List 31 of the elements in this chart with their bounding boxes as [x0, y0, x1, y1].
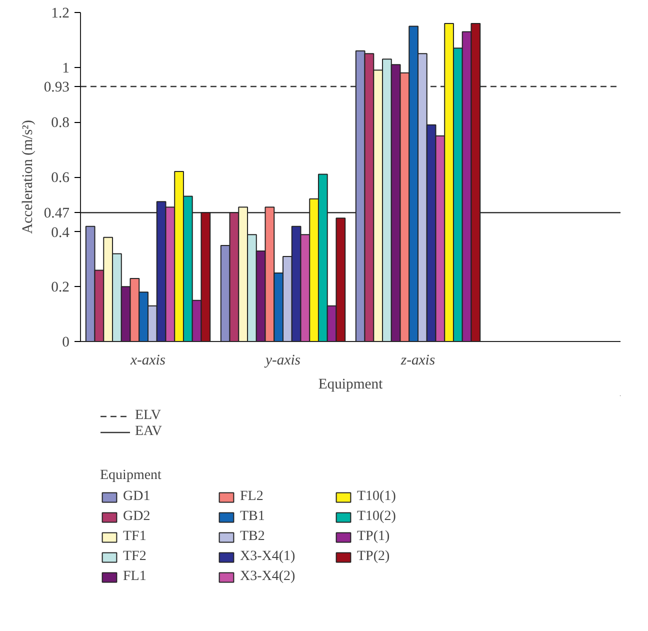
legend-label: TP(2) — [357, 549, 391, 565]
legend-label: ELV — [135, 408, 161, 424]
legend-label: TB1 — [240, 509, 266, 525]
legend-label: TF1 — [123, 529, 148, 545]
legend-label: GD1 — [123, 489, 152, 505]
y-tick-label: 0.4 — [51, 224, 70, 241]
legend-label: EAV — [135, 424, 162, 440]
y-tick-label: 0.47 — [44, 206, 70, 222]
legend-label: TP(1) — [357, 529, 391, 545]
legend-label: FL1 — [123, 569, 148, 585]
x-tick-label: y-axis — [264, 352, 301, 368]
x-tick-label: z-axis — [400, 352, 436, 368]
y-tick-label: 0.93 — [44, 80, 70, 96]
y-tick-label: 1 — [62, 60, 70, 76]
legend-title: Equipment — [100, 468, 162, 484]
legend-label: X3-X4(2) — [240, 569, 296, 585]
y-tick-label: 0.2 — [51, 280, 70, 296]
y-tick-label: 0.8 — [51, 115, 70, 132]
y-tick-label: 0.6 — [51, 170, 70, 186]
y-tick-label: 1.2 — [51, 6, 70, 22]
legend-label: T10(2) — [357, 509, 397, 525]
y-axis-title: Acceleration (m/s²) — [20, 120, 36, 234]
legend-label: TB2 — [240, 529, 266, 545]
legend-label: TF2 — [123, 549, 148, 565]
x-axis-title: Equipment — [318, 376, 383, 392]
legend-label: GD2 — [123, 509, 152, 525]
legend-label: FL2 — [240, 489, 264, 505]
legend-label: T10(1) — [357, 489, 397, 505]
y-tick-label: 0 — [62, 334, 70, 350]
x-tick-label: x-axis — [130, 352, 166, 368]
legend-label: X3-X4(1) — [240, 549, 296, 565]
